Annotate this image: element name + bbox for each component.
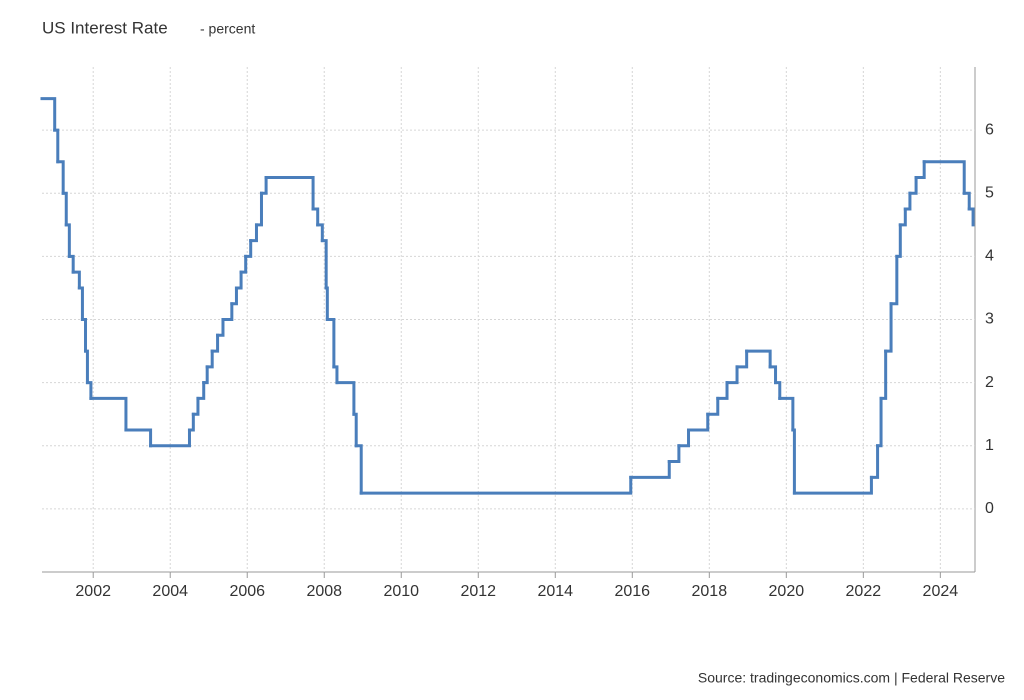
source: Source: tradingeconomics.com | Federal R… — [698, 670, 1005, 686]
line-step — [85, 381, 93, 400]
x-tick-label: 2022 — [846, 583, 882, 600]
line-step — [706, 396, 720, 416]
y-tick-label: 5 — [985, 184, 994, 201]
y-tick-label: 0 — [985, 500, 994, 517]
line-step — [889, 254, 899, 306]
line-step — [196, 381, 206, 400]
line-step — [191, 396, 200, 416]
y-tick-label: 3 — [985, 311, 994, 328]
y-tick-label: 6 — [985, 121, 994, 138]
line-step — [40, 97, 57, 132]
line-step — [216, 318, 225, 337]
line-step — [320, 239, 328, 290]
line-step — [205, 349, 214, 369]
line-step — [230, 286, 238, 306]
line-step — [354, 444, 363, 495]
line-step — [89, 396, 128, 432]
line-step — [768, 365, 778, 385]
line-step — [210, 333, 220, 353]
line-step — [124, 428, 153, 448]
x-tick-label: 2006 — [229, 583, 265, 600]
line-step — [745, 349, 772, 369]
x-tick-label: 2012 — [460, 583, 496, 600]
line-step — [629, 460, 671, 479]
line-step — [234, 270, 243, 290]
line-step — [187, 412, 195, 432]
line-step — [71, 270, 81, 290]
line-step — [898, 207, 907, 227]
line-step — [202, 365, 209, 385]
line-step — [962, 191, 971, 211]
line-step — [876, 396, 883, 448]
line-step — [352, 412, 358, 448]
chart-subtitle: - percent — [200, 21, 255, 37]
x-tick-label: 2008 — [306, 583, 342, 600]
x-tick-label: 2010 — [383, 583, 419, 600]
line-step — [325, 318, 336, 369]
line-step — [774, 381, 782, 400]
x-tick-label: 2018 — [692, 583, 728, 600]
line-step — [967, 207, 975, 227]
line-step — [244, 239, 253, 258]
line-step — [84, 349, 89, 385]
line-step — [254, 191, 263, 227]
line-step — [716, 381, 729, 400]
line-step — [879, 349, 888, 400]
line-step — [77, 286, 84, 321]
line-step — [778, 396, 795, 432]
x-tick-label: 2014 — [537, 583, 573, 600]
line-step — [80, 318, 88, 353]
x-tick-label: 2004 — [152, 583, 188, 600]
line-step — [895, 223, 902, 258]
line-step — [239, 254, 248, 274]
y-tick-label: 2 — [985, 374, 994, 391]
x-tick-label: 2002 — [75, 583, 111, 600]
line-step — [53, 128, 60, 164]
x-tick-label: 2020 — [769, 583, 805, 600]
y-tick-label: 4 — [985, 248, 994, 265]
line-step — [908, 175, 918, 195]
line-step — [791, 428, 796, 495]
chart-title: US Interest Rate — [42, 18, 168, 37]
line-step — [884, 302, 893, 353]
line-step — [335, 381, 356, 416]
line-step — [221, 302, 234, 321]
line-step — [149, 428, 191, 448]
line-step — [792, 475, 873, 495]
line-step — [677, 428, 691, 448]
line-step — [249, 223, 258, 243]
line-step — [264, 175, 315, 211]
line-step — [67, 254, 75, 274]
x-tick-label: 2024 — [923, 583, 959, 600]
line-step — [667, 444, 681, 464]
line-step — [332, 365, 339, 385]
line-step — [61, 191, 68, 227]
line-step — [316, 223, 324, 243]
line-step — [922, 160, 966, 195]
line-step — [869, 444, 880, 479]
line-step — [903, 191, 912, 211]
line-step — [725, 365, 739, 385]
line-step — [259, 175, 268, 195]
line-step — [359, 475, 633, 495]
line-step — [56, 160, 65, 195]
line-step — [311, 207, 320, 227]
line-step — [735, 349, 749, 369]
line-step — [324, 286, 329, 321]
line-step — [687, 412, 710, 432]
line-step — [914, 160, 926, 179]
x-tick-label: 2016 — [614, 583, 650, 600]
y-tick-label: 1 — [985, 437, 994, 454]
line-step — [64, 223, 71, 258]
